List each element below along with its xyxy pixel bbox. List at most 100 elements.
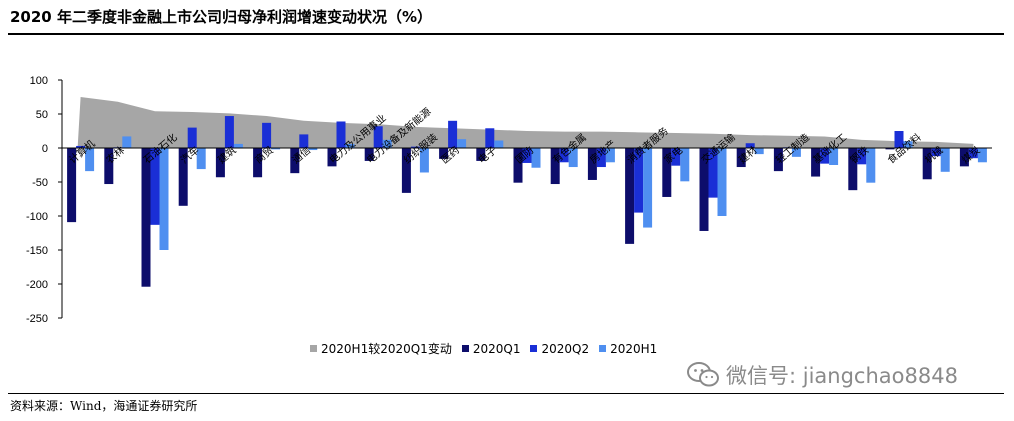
- bar-q1-19: [773, 148, 783, 172]
- bar-h1-3: [196, 148, 206, 170]
- bar-q1-23: [922, 148, 932, 180]
- bar-h1-20: [829, 148, 839, 165]
- bar-q2-10: [448, 120, 458, 148]
- legend-item-q2: 2020Q2: [530, 340, 589, 357]
- bar-q1-7: [327, 148, 337, 167]
- bar-q2-4: [224, 116, 234, 148]
- y-tick-label: -50: [32, 177, 48, 189]
- legend-label-q1: 2020Q1: [472, 341, 521, 356]
- legend-item-q1: 2020Q1: [461, 340, 521, 357]
- bar-h1-7: [345, 143, 355, 148]
- bar-q1-14: [587, 148, 597, 180]
- bar-q2-24: [968, 148, 978, 159]
- bar-q1-4: [215, 148, 225, 178]
- legend-swatch-q1: [461, 345, 469, 352]
- bar-q2-23: [931, 148, 941, 157]
- bar-h1-13: [568, 148, 578, 168]
- legend-swatch-area: [310, 345, 317, 352]
- bar-q1-10: [439, 148, 449, 159]
- chart: 100500-50-100-150-200-250 计算机 农林 石油石化 汽车 建筑商…: [26, 75, 992, 325]
- chart-title: 2020 年二季度非金融上市公司归母净利润增速变动状况（%）: [10, 8, 433, 26]
- bar-q1-6: [290, 148, 300, 174]
- y-tick-label: 100: [30, 75, 48, 87]
- bar-h1-15: [643, 148, 653, 228]
- bar-q2-18: [745, 143, 755, 148]
- bar-q1-3: [178, 148, 188, 206]
- bar-h1-6: [308, 148, 318, 151]
- bar-q1-2: [141, 148, 151, 287]
- bar-q2-9: [410, 146, 420, 148]
- legend-label-q2: 2020Q2: [541, 341, 590, 356]
- legend-label-area: 2020H1较2020Q1变动: [321, 342, 452, 356]
- bar-q1-1: [104, 148, 114, 185]
- bar-q2-13: [559, 148, 569, 163]
- bar-series-layer: [67, 116, 987, 287]
- y-tick-label: -100: [26, 211, 48, 223]
- bar-h1-0: [85, 148, 95, 172]
- bar-q2-7: [336, 121, 346, 148]
- bar-q2-16: [671, 148, 681, 166]
- y-tick-label: -150: [26, 245, 48, 257]
- bar-q2-17: [708, 148, 718, 198]
- watermark-text: 微信号: jiangchao8848: [726, 364, 958, 388]
- bar-h1-8: [382, 139, 392, 148]
- bar-q1-20: [811, 148, 821, 177]
- watermark: 微信号: jiangchao8848: [686, 360, 958, 390]
- bar-q2-20: [820, 148, 830, 164]
- source-note: 资料来源：Wind，海通证券研究所: [10, 399, 198, 413]
- bar-q2-14: [596, 148, 606, 168]
- y-tick-label: 50: [36, 109, 48, 121]
- bar-h1-23: [940, 148, 950, 172]
- wechat-icon: [687, 362, 719, 387]
- bar-q1-0: [67, 148, 77, 223]
- bar-q1-21: [848, 148, 858, 191]
- bar-h1-24: [977, 148, 987, 163]
- bar-q1-5: [253, 148, 263, 178]
- bar-q2-11: [485, 128, 495, 148]
- bar-h1-19: [791, 148, 801, 157]
- bar-q1-11: [476, 148, 486, 161]
- bar-q1-16: [662, 148, 672, 197]
- bar-q2-8: [373, 126, 383, 148]
- legend-label-h1: 2020H1: [610, 341, 658, 356]
- bar-h1-10: [457, 139, 467, 148]
- bar-q1-12: [513, 148, 523, 183]
- bar-q2-21: [857, 148, 867, 165]
- bar-h1-18: [754, 148, 764, 155]
- bar-q2-2: [150, 148, 160, 225]
- bar-q1-18: [736, 148, 746, 168]
- y-tick-label: -200: [26, 279, 48, 291]
- bar-h1-11: [494, 140, 504, 148]
- bar-q2-3: [187, 127, 197, 148]
- legend-swatch-h1: [599, 345, 607, 352]
- legend-item-area: 2020H1较2020Q1变动: [310, 340, 452, 357]
- legend-swatch-q2: [530, 345, 538, 352]
- bar-h1-21: [866, 148, 876, 183]
- bar-q2-6: [299, 134, 309, 148]
- bar-h1-9: [419, 148, 429, 173]
- footer-rule: [8, 393, 1004, 394]
- title-rule: [8, 33, 1004, 35]
- bar-q2-0: [76, 145, 86, 148]
- y-tick-label: -250: [26, 313, 48, 325]
- bar-h1-1: [122, 136, 132, 148]
- bar-h1-2: [159, 148, 169, 250]
- bar-q1-8: [364, 148, 374, 161]
- y-tick-label: 0: [42, 143, 48, 155]
- bar-h1-12: [531, 148, 541, 168]
- bar-q1-22: [885, 148, 895, 150]
- bar-h1-5: [271, 148, 281, 150]
- legend: 2020H1较2020Q1变动 2020Q1 2020Q2 2020H1: [310, 340, 657, 357]
- bar-h1-14: [605, 148, 615, 163]
- bar-q2-22: [894, 131, 904, 148]
- bar-q1-15: [625, 148, 635, 244]
- bar-q1-17: [699, 148, 709, 231]
- y-axis: 100 50 0 -50 -100 -150 -200 -250: [26, 75, 63, 325]
- bar-q1-13: [550, 148, 560, 185]
- bar-h1-16: [680, 148, 690, 182]
- bar-h1-4: [233, 143, 243, 148]
- bar-q1-9: [401, 148, 411, 193]
- bar-h1-22: [903, 141, 913, 148]
- legend-item-h1: 2020H1: [599, 340, 657, 357]
- bar-q2-5: [262, 122, 272, 148]
